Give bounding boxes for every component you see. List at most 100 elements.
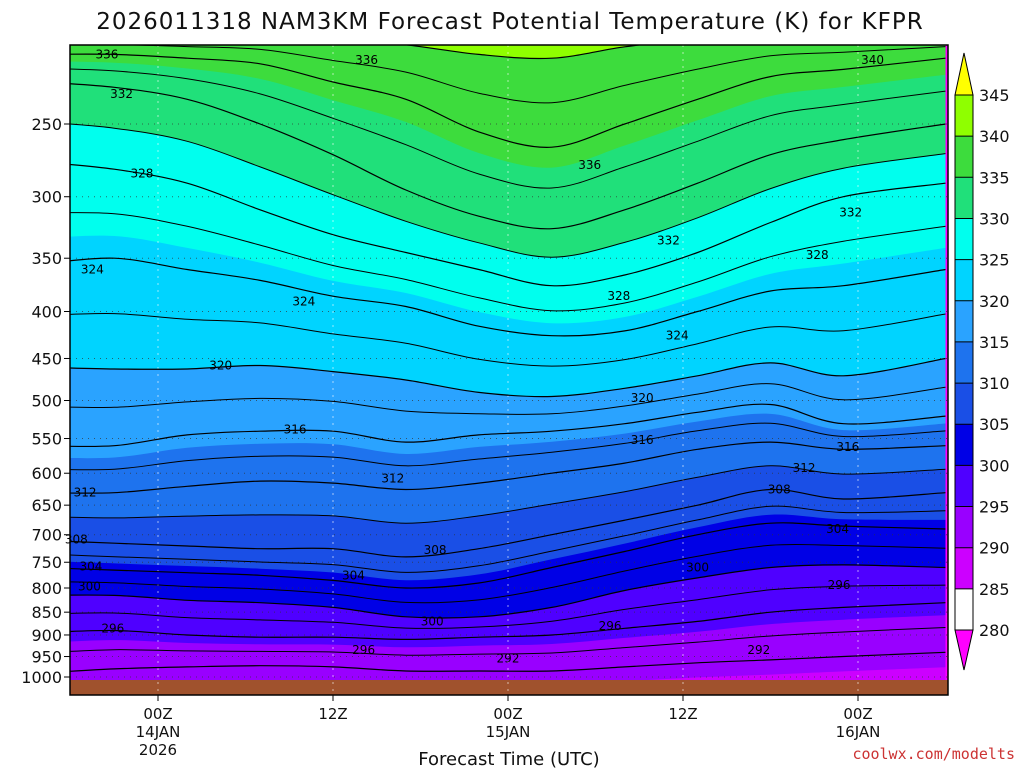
colorbar: 345 340 335 330 325 320 315 310 305 300 295 290 285 2… (954, 52, 1010, 671)
contour-label-332: 332 (839, 205, 862, 219)
colorbar-label: 305 (979, 415, 1010, 434)
x-tick-label: 16JAN (836, 723, 881, 741)
y-axis: 250 300 350 400 450 500 550 600 650 700 750 800 850 9… (21, 115, 70, 687)
y-tick-label: 500 (31, 392, 62, 411)
colorbar-label: 345 (979, 86, 1010, 105)
isentrope-layer (70, 45, 946, 672)
contour-label-320: 320 (209, 359, 232, 373)
isentrope-312 (70, 441, 946, 494)
y-tick-label: 550 (31, 430, 62, 449)
y-tick-label: 900 (31, 626, 62, 645)
y-tick-label: 600 (31, 464, 62, 483)
y-tick-label: 250 (31, 115, 62, 134)
credit-text: coolwx.com/modelts (852, 745, 1015, 763)
y-tick-label: 400 (31, 302, 62, 321)
y-tick-label: 1000 (21, 668, 62, 687)
contour-label-layer: 336 336 336 340 332 332 332 328 328 328 324 324 324 3… (65, 47, 884, 665)
isentrope-316 (70, 403, 946, 448)
ground-strip (70, 680, 948, 695)
isentrope-318 (70, 383, 946, 415)
y-tick-label: 300 (31, 188, 62, 207)
contour-label-336: 336 (578, 158, 601, 172)
colorbar-label: 325 (979, 251, 1010, 270)
theta-band-340 (407, 45, 639, 59)
colorbar-swatch-310 (955, 341, 973, 384)
x-tick-label: 00Z (843, 705, 872, 723)
colorbar-label: 315 (979, 333, 1010, 352)
contour-label-304: 304 (79, 559, 102, 573)
isentrope-338 (70, 45, 946, 104)
contour-label-300: 300 (421, 614, 444, 628)
colorbar-top-arrow (954, 52, 974, 96)
x-tick-label: 14JAN (136, 723, 181, 741)
colorbar-swatch-325 (955, 218, 973, 260)
y-tick-label: 850 (31, 603, 62, 622)
isentrope-314 (70, 422, 946, 471)
colorbar-swatch-305 (955, 383, 973, 425)
isentrope-332 (70, 83, 946, 230)
y-tick-label: 650 (31, 496, 62, 515)
isentrope-326 (70, 212, 946, 312)
colorbar-swatch-300 (955, 424, 973, 466)
contour-label-324: 324 (292, 294, 315, 308)
isentrope-324 (70, 257, 946, 337)
ground-layer (70, 680, 948, 695)
colorbar-swatch-315 (955, 300, 973, 342)
contour-label-316: 316 (284, 423, 307, 437)
isentrope-294 (70, 627, 946, 656)
colorbar-swatch-290 (955, 506, 973, 548)
isentrope-328 (70, 163, 946, 287)
x-axis-title: Forecast Time (UTC) (418, 749, 599, 768)
contour-label-336: 336 (96, 47, 119, 61)
contour-label-304: 304 (826, 522, 849, 536)
isentrope-306 (70, 505, 946, 573)
contour-label-300: 300 (78, 579, 101, 593)
plot-frame (69, 44, 949, 696)
contour-label-308: 308 (424, 543, 447, 557)
grid-layer (70, 45, 948, 695)
contour-label-292: 292 (747, 643, 770, 657)
contour-label-312: 312 (74, 486, 97, 500)
contour-label-292: 292 (497, 652, 520, 666)
contour-label-340: 340 (861, 53, 884, 67)
contour-label-324: 324 (81, 262, 104, 276)
isentrope-336 (70, 53, 946, 148)
colorbar-label: 340 (979, 127, 1010, 146)
colorbar-label: 285 (979, 580, 1010, 599)
y-tick-label: 350 (31, 249, 62, 268)
contour-label-332: 332 (110, 87, 133, 101)
contour-label-296: 296 (599, 619, 622, 633)
theta-band-335 (70, 45, 946, 168)
contour-label-320: 320 (631, 391, 654, 405)
contour-label-336: 336 (355, 53, 378, 67)
contour-label-328: 328 (131, 166, 154, 180)
chart-title: 2026011318 NAM3KM Forecast Potential Tem… (96, 9, 923, 35)
contour-label-328: 328 (607, 289, 630, 303)
isentrope-298 (70, 584, 946, 629)
contour-label-312: 312 (793, 461, 816, 475)
x-tick-label: 15JAN (486, 723, 531, 741)
colorbar-swatch-285 (955, 547, 973, 589)
y-tick-label: 950 (31, 648, 62, 667)
isentrope-340 (401, 45, 644, 60)
theta-fill-layer (70, 45, 948, 695)
y-tick-label: 450 (31, 349, 62, 368)
isentrope-334 (70, 68, 946, 189)
y-tick-label: 800 (31, 579, 62, 598)
x-tick-label: 2026 (139, 741, 177, 759)
contour-label-296: 296 (352, 643, 375, 657)
colorbar-label: 335 (979, 168, 1010, 187)
isentrope-320 (70, 357, 946, 398)
colorbar-bottom-arrow (954, 629, 974, 671)
colorbar-swatch-330 (955, 177, 973, 219)
colorbar-swatch-335 (955, 136, 973, 178)
contour-label-304: 304 (342, 568, 365, 582)
x-tick-label: 12Z (668, 705, 697, 723)
x-tick-label: 12Z (318, 705, 347, 723)
colorbar-label: 280 (979, 621, 1010, 640)
colorbar-label: 320 (979, 292, 1010, 311)
x-tick-label: 00Z (143, 705, 172, 723)
